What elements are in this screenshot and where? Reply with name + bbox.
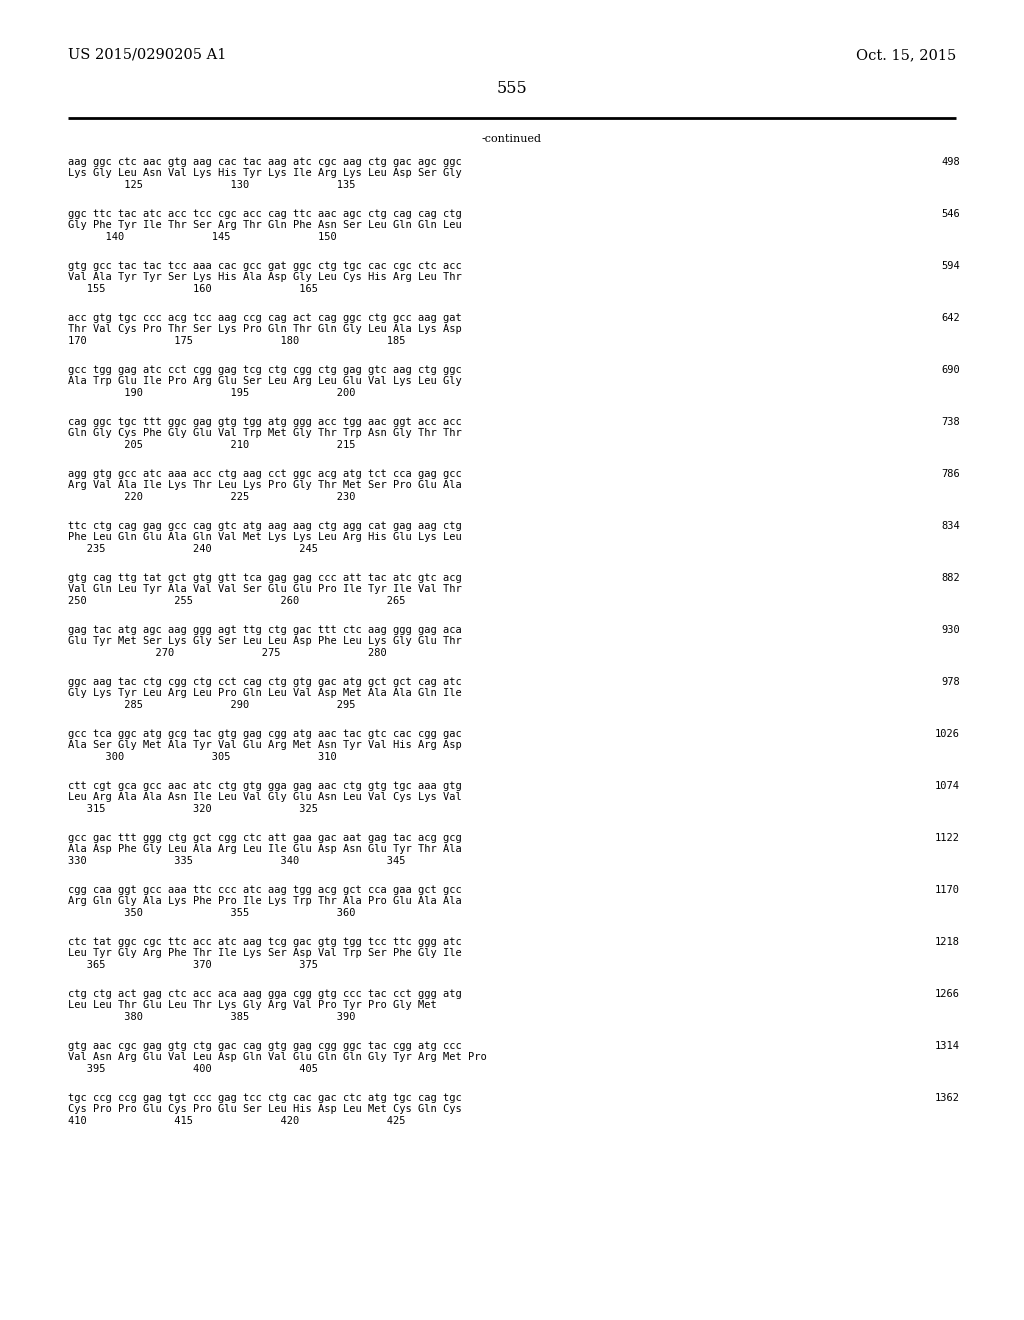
Text: -continued: -continued <box>482 135 542 144</box>
Text: 350              355              360: 350 355 360 <box>68 908 355 917</box>
Text: 205              210              215: 205 210 215 <box>68 440 355 450</box>
Text: Leu Tyr Gly Arg Phe Thr Ile Lys Ser Asp Val Trp Ser Phe Gly Ile: Leu Tyr Gly Arg Phe Thr Ile Lys Ser Asp … <box>68 949 462 958</box>
Text: 1218: 1218 <box>935 937 961 946</box>
Text: cag ggc tgc ttt ggc gag gtg tgg atg ggg acc tgg aac ggt acc acc: cag ggc tgc ttt ggc gag gtg tgg atg ggg … <box>68 417 462 426</box>
Text: 1074: 1074 <box>935 781 961 791</box>
Text: 315              320              325: 315 320 325 <box>68 804 318 814</box>
Text: gcc gac ttt ggg ctg gct cgg ctc att gaa gac aat gag tac acg gcg: gcc gac ttt ggg ctg gct cgg ctc att gaa … <box>68 833 462 843</box>
Text: 1266: 1266 <box>935 989 961 999</box>
Text: gcc tgg gag atc cct cgg gag tcg ctg cgg ctg gag gtc aag ctg ggc: gcc tgg gag atc cct cgg gag tcg ctg cgg … <box>68 366 462 375</box>
Text: Gly Phe Tyr Ile Thr Ser Arg Thr Gln Phe Asn Ser Leu Gln Gln Leu: Gly Phe Tyr Ile Thr Ser Arg Thr Gln Phe … <box>68 220 462 231</box>
Text: 1170: 1170 <box>935 884 961 895</box>
Text: 1122: 1122 <box>935 833 961 843</box>
Text: 978: 978 <box>941 677 961 686</box>
Text: 250              255              260              265: 250 255 260 265 <box>68 597 406 606</box>
Text: gtg gcc tac tac tcc aaa cac gcc gat ggc ctg tgc cac cgc ctc acc: gtg gcc tac tac tcc aaa cac gcc gat ggc … <box>68 261 462 271</box>
Text: ctg ctg act gag ctc acc aca aag gga cgg gtg ccc tac cct ggg atg: ctg ctg act gag ctc acc aca aag gga cgg … <box>68 989 462 999</box>
Text: 882: 882 <box>941 573 961 583</box>
Text: ggc ttc tac atc acc tcc cgc acc cag ttc aac agc ctg cag cag ctg: ggc ttc tac atc acc tcc cgc acc cag ttc … <box>68 209 462 219</box>
Text: Arg Gln Gly Ala Lys Phe Pro Ile Lys Trp Thr Ala Pro Glu Ala Ala: Arg Gln Gly Ala Lys Phe Pro Ile Lys Trp … <box>68 896 462 907</box>
Text: gtg aac cgc gag gtg ctg gac cag gtg gag cgg ggc tac cgg atg ccc: gtg aac cgc gag gtg ctg gac cag gtg gag … <box>68 1041 462 1051</box>
Text: tgc ccg ccg gag tgt ccc gag tcc ctg cac gac ctc atg tgc cag tgc: tgc ccg ccg gag tgt ccc gag tcc ctg cac … <box>68 1093 462 1104</box>
Text: 642: 642 <box>941 313 961 323</box>
Text: Ala Trp Glu Ile Pro Arg Glu Ser Leu Arg Leu Glu Val Lys Leu Gly: Ala Trp Glu Ile Pro Arg Glu Ser Leu Arg … <box>68 376 462 387</box>
Text: Ala Ser Gly Met Ala Tyr Val Glu Arg Met Asn Tyr Val His Arg Asp: Ala Ser Gly Met Ala Tyr Val Glu Arg Met … <box>68 741 462 751</box>
Text: 140              145              150: 140 145 150 <box>68 232 337 242</box>
Text: agg gtg gcc atc aaa acc ctg aag cct ggc acg atg tct cca gag gcc: agg gtg gcc atc aaa acc ctg aag cct ggc … <box>68 469 462 479</box>
Text: Arg Val Ala Ile Lys Thr Leu Lys Pro Gly Thr Met Ser Pro Glu Ala: Arg Val Ala Ile Lys Thr Leu Lys Pro Gly … <box>68 480 462 491</box>
Text: gag tac atg agc aag ggg agt ttg ctg gac ttt ctc aag ggg gag aca: gag tac atg agc aag ggg agt ttg ctg gac … <box>68 624 462 635</box>
Text: 546: 546 <box>941 209 961 219</box>
Text: 380              385              390: 380 385 390 <box>68 1012 355 1022</box>
Text: Thr Val Cys Pro Thr Ser Lys Pro Gln Thr Gln Gly Leu Ala Lys Asp: Thr Val Cys Pro Thr Ser Lys Pro Gln Thr … <box>68 325 462 334</box>
Text: Lys Gly Leu Asn Val Lys His Tyr Lys Ile Arg Lys Leu Asp Ser Gly: Lys Gly Leu Asn Val Lys His Tyr Lys Ile … <box>68 169 462 178</box>
Text: Phe Leu Gln Glu Ala Gln Val Met Lys Lys Leu Arg His Glu Lys Leu: Phe Leu Gln Glu Ala Gln Val Met Lys Lys … <box>68 532 462 543</box>
Text: 285              290              295: 285 290 295 <box>68 700 355 710</box>
Text: 190              195              200: 190 195 200 <box>68 388 355 399</box>
Text: 930: 930 <box>941 624 961 635</box>
Text: acc gtg tgc ccc acg tcc aag ccg cag act cag ggc ctg gcc aag gat: acc gtg tgc ccc acg tcc aag ccg cag act … <box>68 313 462 323</box>
Text: Gln Gly Cys Phe Gly Glu Val Trp Met Gly Thr Trp Asn Gly Thr Thr: Gln Gly Cys Phe Gly Glu Val Trp Met Gly … <box>68 429 462 438</box>
Text: 155              160              165: 155 160 165 <box>68 284 318 294</box>
Text: ttc ctg cag gag gcc cag gtc atg aag aag ctg agg cat gag aag ctg: ttc ctg cag gag gcc cag gtc atg aag aag … <box>68 521 462 531</box>
Text: 235              240              245: 235 240 245 <box>68 544 318 554</box>
Text: 1314: 1314 <box>935 1041 961 1051</box>
Text: 270              275              280: 270 275 280 <box>68 648 387 657</box>
Text: gtg cag ttg tat gct gtg gtt tca gag gag ccc att tac atc gtc acg: gtg cag ttg tat gct gtg gtt tca gag gag … <box>68 573 462 583</box>
Text: Ala Asp Phe Gly Leu Ala Arg Leu Ile Glu Asp Asn Glu Tyr Thr Ala: Ala Asp Phe Gly Leu Ala Arg Leu Ile Glu … <box>68 845 462 854</box>
Text: Val Gln Leu Tyr Ala Val Val Ser Glu Glu Pro Ile Tyr Ile Val Thr: Val Gln Leu Tyr Ala Val Val Ser Glu Glu … <box>68 585 462 594</box>
Text: aag ggc ctc aac gtg aag cac tac aag atc cgc aag ctg gac agc ggc: aag ggc ctc aac gtg aag cac tac aag atc … <box>68 157 462 168</box>
Text: Leu Arg Ala Ala Asn Ile Leu Val Gly Glu Asn Leu Val Cys Lys Val: Leu Arg Ala Ala Asn Ile Leu Val Gly Glu … <box>68 792 462 803</box>
Text: 170              175              180              185: 170 175 180 185 <box>68 337 406 346</box>
Text: Leu Leu Thr Glu Leu Thr Lys Gly Arg Val Pro Tyr Pro Gly Met: Leu Leu Thr Glu Leu Thr Lys Gly Arg Val … <box>68 1001 437 1011</box>
Text: 410              415              420              425: 410 415 420 425 <box>68 1115 406 1126</box>
Text: 498: 498 <box>941 157 961 168</box>
Text: gcc tca ggc atg gcg tac gtg gag cgg atg aac tac gtc cac cgg gac: gcc tca ggc atg gcg tac gtg gag cgg atg … <box>68 729 462 739</box>
Text: Oct. 15, 2015: Oct. 15, 2015 <box>856 48 956 62</box>
Text: Val Ala Tyr Tyr Ser Lys His Ala Asp Gly Leu Cys His Arg Leu Thr: Val Ala Tyr Tyr Ser Lys His Ala Asp Gly … <box>68 272 462 282</box>
Text: Gly Lys Tyr Leu Arg Leu Pro Gln Leu Val Asp Met Ala Ala Gln Ile: Gly Lys Tyr Leu Arg Leu Pro Gln Leu Val … <box>68 689 462 698</box>
Text: cgg caa ggt gcc aaa ttc ccc atc aag tgg acg gct cca gaa gct gcc: cgg caa ggt gcc aaa ttc ccc atc aag tgg … <box>68 884 462 895</box>
Text: 786: 786 <box>941 469 961 479</box>
Text: 1026: 1026 <box>935 729 961 739</box>
Text: US 2015/0290205 A1: US 2015/0290205 A1 <box>68 48 226 62</box>
Text: 330              335              340              345: 330 335 340 345 <box>68 855 406 866</box>
Text: 220              225              230: 220 225 230 <box>68 492 355 502</box>
Text: 125              130              135: 125 130 135 <box>68 180 355 190</box>
Text: 365              370              375: 365 370 375 <box>68 960 318 970</box>
Text: ctt cgt gca gcc aac atc ctg gtg gga gag aac ctg gtg tgc aaa gtg: ctt cgt gca gcc aac atc ctg gtg gga gag … <box>68 781 462 791</box>
Text: 594: 594 <box>941 261 961 271</box>
Text: ggc aag tac ctg cgg ctg cct cag ctg gtg gac atg gct gct cag atc: ggc aag tac ctg cgg ctg cct cag ctg gtg … <box>68 677 462 686</box>
Text: 834: 834 <box>941 521 961 531</box>
Text: 1362: 1362 <box>935 1093 961 1104</box>
Text: ctc tat ggc cgc ttc acc atc aag tcg gac gtg tgg tcc ttc ggg atc: ctc tat ggc cgc ttc acc atc aag tcg gac … <box>68 937 462 946</box>
Text: 395              400              405: 395 400 405 <box>68 1064 318 1074</box>
Text: Cys Pro Pro Glu Cys Pro Glu Ser Leu His Asp Leu Met Cys Gln Cys: Cys Pro Pro Glu Cys Pro Glu Ser Leu His … <box>68 1105 462 1114</box>
Text: 555: 555 <box>497 81 527 96</box>
Text: 300              305              310: 300 305 310 <box>68 752 337 762</box>
Text: Val Asn Arg Glu Val Leu Asp Gln Val Glu Gln Gln Gly Tyr Arg Met Pro: Val Asn Arg Glu Val Leu Asp Gln Val Glu … <box>68 1052 486 1063</box>
Text: Glu Tyr Met Ser Lys Gly Ser Leu Leu Asp Phe Leu Lys Gly Glu Thr: Glu Tyr Met Ser Lys Gly Ser Leu Leu Asp … <box>68 636 462 647</box>
Text: 738: 738 <box>941 417 961 426</box>
Text: 690: 690 <box>941 366 961 375</box>
